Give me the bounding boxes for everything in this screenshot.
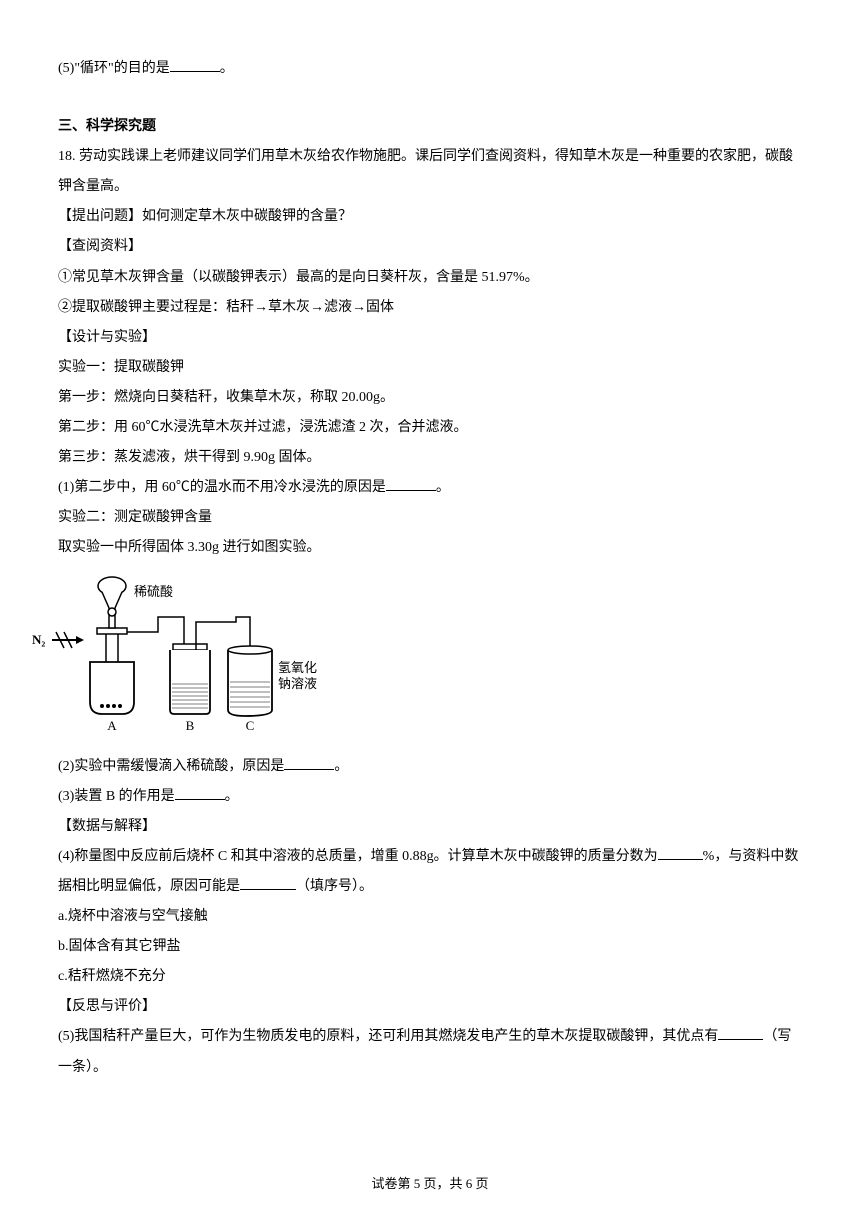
- info-2: ②提取碳酸钾主要过程是：秸秆→草木灰→滤液→固体: [58, 293, 802, 323]
- q17-5: (5)"循环"的目的是 。: [58, 54, 802, 84]
- naoh-label-1: 氢氧化: [278, 660, 317, 675]
- text: 。: [225, 789, 239, 804]
- label-a: A: [107, 718, 117, 733]
- document-body: (5)"循环"的目的是。 三、科学探究题 18. 劳动实践课上老师建议同学们用草…: [58, 54, 802, 1083]
- data-explain-title: 【数据与解释】: [58, 812, 802, 842]
- q18-4: (4)称量图中反应前后烧杯 C 和其中溶液的总质量，增重 0.88g。计算草木灰…: [58, 842, 802, 902]
- reflect-title: 【反思与评价】: [58, 992, 802, 1022]
- apparatus-diagram: N₂ A 稀硫酸: [30, 572, 802, 746]
- naoh-label-2: 钠溶液: [278, 676, 317, 691]
- text: (5)我国秸秆产量巨大，可作为生物质发电的原料，还可利用其燃烧发电产生的草木灰提…: [58, 1029, 718, 1044]
- text: 。: [334, 759, 348, 774]
- label-c: C: [246, 718, 255, 733]
- info-1: ①常见草木灰钾含量（以碳酸钾表示）最高的是向日葵杆灰，含量是 51.97%。: [58, 263, 802, 293]
- blank: [284, 754, 334, 769]
- option-b: b.固体含有其它钾盐: [58, 932, 802, 962]
- q18-5: (5)我国秸秆产量巨大，可作为生物质发电的原料，还可利用其燃烧发电产生的草木灰提…: [58, 1022, 802, 1082]
- acid-label: 稀硫酸: [134, 584, 173, 599]
- blank: [386, 476, 436, 491]
- step-3: 第三步：蒸发滤液，烘干得到 9.90g 固体。: [58, 443, 802, 473]
- n2-label: N₂: [32, 632, 45, 647]
- q18-2: (2)实验中需缓慢滴入稀硫酸，原因是 。: [58, 752, 802, 782]
- section-3-title: 三、科学探究题: [58, 112, 802, 142]
- step-1: 第一步：燃烧向日葵秸秆，收集草木灰，称取 20.00g。: [58, 383, 802, 413]
- blank: [658, 844, 703, 859]
- q18-3: (3)装置 B 的作用是 。: [58, 782, 802, 812]
- text: 。: [436, 480, 450, 495]
- step-2: 第二步：用 60℃水浸洗草木灰并过滤，浸洗滤渣 2 次，合并滤液。: [58, 413, 802, 443]
- exp1-title: 实验一：提取碳酸钾: [58, 353, 802, 383]
- flask-a: A: [90, 577, 134, 733]
- text: （填序号）。: [296, 879, 373, 894]
- blank: [240, 875, 296, 890]
- label-b: B: [186, 718, 195, 733]
- exp2-title: 实验二：测定碳酸钾含量: [58, 503, 802, 533]
- q18-1: (1)第二步中，用 60℃的温水而不用冷水浸洗的原因是 。: [58, 473, 802, 503]
- blank: [175, 784, 225, 799]
- option-c: c.秸秆燃烧不充分: [58, 962, 802, 992]
- exp2-text: 取实验一中所得固体 3.30g 进行如图实验。: [58, 533, 802, 563]
- text: (2)实验中需缓慢滴入稀硫酸，原因是: [58, 759, 284, 774]
- page-footer: 试卷第 5 页，共 6 页: [0, 1173, 860, 1192]
- beaker-c: C: [228, 646, 272, 733]
- text: (1)第二步中，用 60℃的温水而不用冷水浸洗的原因是: [58, 480, 386, 495]
- q18-intro: 18. 劳动实践课上老师建议同学们用草木灰给农作物施肥。课后同学们查阅资料，得知…: [58, 142, 802, 202]
- text: 。: [220, 61, 234, 76]
- blank: [718, 1025, 763, 1040]
- option-a: a.烧杯中溶液与空气接触: [58, 902, 802, 932]
- text: (5)"循环"的目的是: [58, 61, 170, 76]
- blank: [170, 57, 220, 72]
- bottle-b: B: [170, 644, 210, 733]
- design-title: 【设计与实验】: [58, 323, 802, 353]
- text: (4)称量图中反应前后烧杯 C 和其中溶液的总质量，增重 0.88g。计算草木灰…: [58, 849, 658, 864]
- propose-question: 【提出问题】如何测定草木灰中碳酸钾的含量？: [58, 202, 802, 232]
- text: (3)装置 B 的作用是: [58, 789, 175, 804]
- lookup-title: 【查阅资料】: [58, 232, 802, 262]
